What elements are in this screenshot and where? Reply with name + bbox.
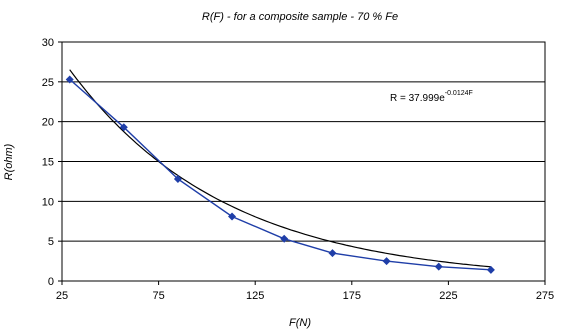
x-axis-title: F(N) — [289, 317, 311, 329]
x-tick-label: 75 — [152, 290, 164, 302]
x-tick-label: 125 — [246, 290, 264, 302]
x-tick-label: 275 — [536, 290, 554, 302]
y-axis-title: R(ohm) — [3, 143, 15, 180]
data-point — [434, 262, 443, 271]
y-tick-label: 10 — [42, 196, 54, 208]
trend-equation-exponent: -0.0124F — [445, 90, 473, 97]
plot-area-border — [61, 41, 546, 282]
series-markers — [65, 75, 495, 274]
y-tick-label: 5 — [48, 236, 54, 248]
y-tick-label: 0 — [48, 276, 54, 288]
data-point — [486, 265, 495, 274]
x-tick-label: 225 — [439, 290, 457, 302]
x-tick-labels: 25 75 125 175 225 275 — [56, 290, 554, 302]
data-point — [173, 175, 182, 184]
y-tick-label: 30 — [42, 37, 54, 49]
data-point — [382, 257, 391, 266]
chart-title: R(F) - for a composite sample - 70 % Fe — [202, 11, 398, 23]
data-point — [119, 123, 128, 132]
y-tick-labels: 0 5 10 15 20 25 30 — [42, 37, 54, 288]
trendline — [69, 69, 491, 268]
x-tick-label: 25 — [56, 290, 68, 302]
trend-equation-base: R = 37.999e — [390, 93, 445, 104]
y-tick-label: 25 — [42, 77, 54, 89]
data-point — [228, 212, 237, 221]
data-point — [280, 234, 289, 243]
data-point — [65, 75, 74, 84]
x-tick-label: 175 — [343, 290, 361, 302]
data-point — [328, 249, 337, 258]
trend-equation: R = 37.999e-0.0124F — [390, 90, 473, 104]
y-tick-label: 20 — [42, 117, 54, 129]
y-tick-label: 15 — [42, 157, 54, 169]
grid-lines — [58, 41, 546, 285]
